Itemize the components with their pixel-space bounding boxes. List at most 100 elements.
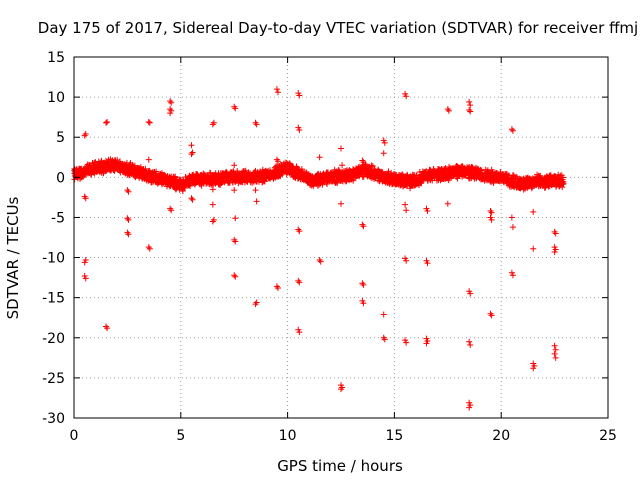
data-point <box>232 273 239 280</box>
data-point <box>252 167 259 174</box>
data-point <box>444 200 451 207</box>
data-point <box>253 299 260 306</box>
data-point <box>168 207 175 214</box>
y-axis-label: SDTVAR / TECUs <box>4 196 22 319</box>
data-point <box>232 238 239 245</box>
data-point <box>530 245 537 252</box>
data-point <box>530 208 537 215</box>
data-point <box>189 196 196 203</box>
data-point <box>125 231 132 238</box>
x-tick-label: 5 <box>176 428 185 444</box>
y-tick-label: -30 <box>42 411 65 427</box>
data-point <box>509 127 516 134</box>
data-point <box>339 162 346 169</box>
data-point <box>360 300 367 307</box>
data-point <box>509 224 516 231</box>
band-point <box>369 162 376 169</box>
data-point <box>167 110 174 117</box>
data-point <box>423 340 430 347</box>
band-point <box>560 180 567 187</box>
data-point <box>104 325 111 332</box>
data-point <box>508 214 515 221</box>
band-point <box>360 173 367 180</box>
data-point <box>317 258 324 265</box>
data-point <box>552 354 559 361</box>
data-point <box>253 198 260 205</box>
y-tick-label: -15 <box>42 291 65 307</box>
data-point <box>403 257 410 264</box>
band-point <box>277 172 284 179</box>
axis-ticks: 0 5 10 15 20 25 -30 -25 -20 -15 -10 -5 0 5 10 15 <box>42 50 617 444</box>
data-point <box>125 216 132 223</box>
data-point <box>380 311 387 318</box>
data-point <box>338 145 344 152</box>
data-point <box>360 159 367 166</box>
data-point <box>145 118 152 125</box>
data-point <box>488 209 495 216</box>
data-point <box>209 201 216 208</box>
data-point <box>403 207 410 214</box>
x-tick-label: 10 <box>279 428 297 444</box>
data-point <box>273 86 280 93</box>
data-point <box>231 162 238 169</box>
data-point <box>168 99 175 106</box>
data-point <box>274 285 281 292</box>
data-point <box>125 188 132 195</box>
data-point <box>466 98 473 105</box>
data-point <box>424 260 431 267</box>
data-point <box>82 195 89 202</box>
data-point <box>381 139 388 146</box>
data-point <box>530 365 537 372</box>
band-point <box>172 173 179 180</box>
band-point <box>324 180 331 187</box>
data-point <box>380 150 387 157</box>
data-point <box>274 158 281 165</box>
band-point <box>534 171 541 178</box>
band-point <box>261 178 268 185</box>
y-tick-label: -20 <box>42 331 65 347</box>
x-tick-label: 25 <box>599 428 617 444</box>
data-point <box>360 281 367 288</box>
data-point <box>488 216 495 223</box>
data-point <box>467 108 474 115</box>
data-point <box>145 156 152 163</box>
data-point <box>296 279 303 286</box>
data-point <box>551 248 558 255</box>
data-point <box>232 105 239 112</box>
chart-title: Day 175 of 2017, Sidereal Day-to-day VTE… <box>38 19 638 37</box>
y-tick-label: 5 <box>56 130 65 146</box>
data-point <box>146 119 153 126</box>
y-tick-label: -10 <box>42 251 65 267</box>
data-point <box>445 107 452 114</box>
data-point <box>103 119 110 126</box>
grid-lines <box>74 57 608 418</box>
band-point <box>477 166 484 173</box>
data-point <box>552 230 559 237</box>
band-point <box>478 167 485 174</box>
data-point <box>467 290 474 297</box>
y-tick-label: 0 <box>56 170 65 186</box>
data-point <box>209 218 216 225</box>
y-tick-label: 10 <box>47 90 65 106</box>
data-point <box>296 228 303 235</box>
x-axis-label: GPS time / hours <box>277 457 403 475</box>
y-tick-label: -5 <box>51 210 65 226</box>
data-point <box>552 346 559 353</box>
data-point <box>338 386 344 393</box>
data-point <box>209 186 216 193</box>
data-point <box>381 336 388 343</box>
band-point <box>399 171 406 178</box>
data-point <box>146 245 153 252</box>
data-point <box>551 342 558 349</box>
data-point <box>509 272 516 279</box>
data-point <box>231 187 238 194</box>
band-point <box>355 171 362 178</box>
data-point <box>467 341 474 348</box>
data-point <box>188 142 195 149</box>
data-point <box>402 201 409 208</box>
x-tick-label: 0 <box>70 428 79 444</box>
data-point <box>82 275 89 282</box>
data-point <box>82 131 89 138</box>
data-point <box>467 102 474 109</box>
